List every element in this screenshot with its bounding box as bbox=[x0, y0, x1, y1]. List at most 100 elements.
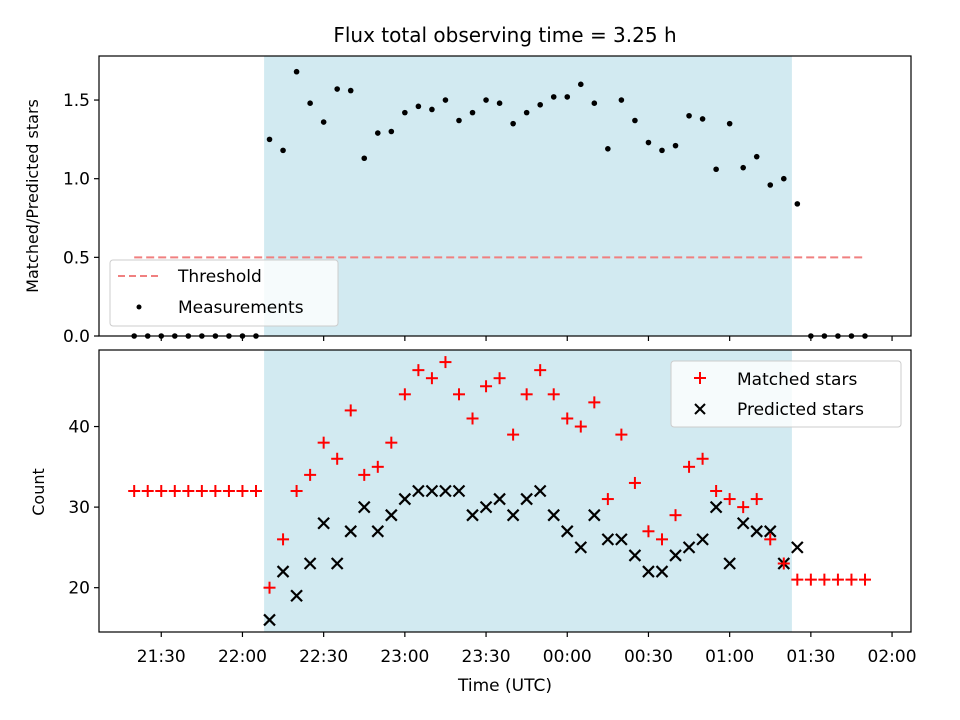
matched-star-marker bbox=[277, 533, 290, 546]
measurement-point bbox=[523, 109, 530, 116]
matched-star-marker bbox=[466, 412, 479, 425]
measurement-point bbox=[564, 94, 571, 100]
measurement-point bbox=[388, 128, 395, 135]
predicted-star-marker bbox=[669, 549, 682, 562]
measurement-point bbox=[740, 164, 746, 171]
count-y-axis-label: Count bbox=[29, 468, 48, 516]
measurement-point bbox=[402, 109, 408, 116]
predicted-star-marker bbox=[344, 525, 357, 538]
matched-star-marker bbox=[845, 573, 858, 586]
matched-star-marker bbox=[168, 485, 181, 497]
count-y-tick-label: 20 bbox=[68, 579, 90, 599]
observing-window-shade bbox=[264, 56, 792, 336]
measurement-point bbox=[591, 100, 598, 106]
legend-threshold-label: Threshold bbox=[177, 267, 262, 287]
legend-matched-label: Matched stars bbox=[737, 370, 857, 390]
matched-star-marker bbox=[195, 485, 208, 497]
measurement-point bbox=[672, 142, 679, 149]
measurement-point bbox=[659, 147, 665, 154]
matched-star-marker bbox=[628, 476, 641, 489]
measurement-point bbox=[618, 97, 625, 103]
predicted-star-marker bbox=[506, 508, 520, 522]
measurement-point bbox=[753, 153, 760, 160]
predicted-star-marker bbox=[533, 484, 547, 498]
measurement-point bbox=[429, 106, 435, 113]
x-tick-label: 22:30 bbox=[299, 647, 348, 667]
measurement-point bbox=[496, 100, 503, 106]
predicted-star-marker bbox=[628, 549, 642, 562]
x-axis-label: Time (UTC) bbox=[457, 676, 552, 696]
ratio-y-tick-label: 1.0 bbox=[63, 170, 90, 190]
matched-star-marker bbox=[764, 533, 777, 546]
predicted-star-marker bbox=[290, 589, 303, 603]
matched-star-marker bbox=[493, 372, 506, 385]
matched-star-marker bbox=[574, 420, 587, 433]
predicted-star-marker bbox=[709, 500, 723, 514]
matched-star-marker bbox=[804, 573, 817, 586]
matched-star-marker bbox=[858, 573, 871, 586]
measurement-point bbox=[469, 109, 476, 116]
matched-star-marker bbox=[683, 460, 696, 473]
matched-star-marker bbox=[750, 493, 763, 506]
predicted-star-marker bbox=[263, 613, 276, 627]
x-tick-label: 23:30 bbox=[462, 647, 511, 667]
x-tick-label: 21:30 bbox=[137, 647, 186, 667]
predicted-star-marker bbox=[763, 525, 777, 538]
predicted-star-marker bbox=[425, 484, 439, 498]
measurement-point bbox=[320, 119, 327, 125]
predicted-star-marker bbox=[398, 492, 412, 506]
matched-star-marker bbox=[344, 404, 357, 417]
measurement-point bbox=[347, 87, 354, 94]
matched-star-marker bbox=[655, 533, 668, 546]
ratio-y-tick-label: 0.5 bbox=[63, 248, 90, 268]
matched-star-marker bbox=[317, 436, 330, 449]
predicted-star-marker bbox=[682, 541, 696, 554]
matched-star-marker bbox=[480, 380, 493, 393]
matched-star-marker bbox=[642, 525, 655, 538]
matched-star-marker bbox=[561, 412, 574, 425]
matched-star-marker bbox=[249, 485, 262, 497]
legend-predicted-label: Predicted stars bbox=[737, 400, 864, 420]
ratio-panel: 0.0 0.5 1.0 1.5 Matched/Predicted stars Thr… bbox=[23, 55, 912, 347]
legend-measurements-label: Measurements bbox=[178, 298, 304, 318]
matched-star-marker bbox=[452, 388, 465, 401]
ratio-frame bbox=[98, 55, 912, 337]
measurement-point bbox=[632, 117, 638, 124]
matched-star-marker bbox=[371, 460, 384, 473]
predicted-star-marker bbox=[466, 508, 479, 522]
matched-star-marker bbox=[290, 485, 303, 497]
matched-star-marker bbox=[534, 364, 547, 377]
x-tick-label: 22:00 bbox=[218, 647, 267, 667]
measurement-point bbox=[537, 101, 543, 108]
matched-star-marker bbox=[588, 396, 601, 409]
predicted-star-marker bbox=[412, 484, 425, 498]
count-panel: 20 30 40 Count Matched stars Predicted sta… bbox=[29, 349, 912, 633]
matched-star-marker bbox=[791, 573, 804, 586]
measurement-point bbox=[456, 117, 462, 124]
x-tick-label: 02:00 bbox=[868, 647, 917, 667]
predicted-star-marker bbox=[560, 525, 574, 538]
matched-star-marker bbox=[128, 485, 141, 497]
predicted-star-marker bbox=[371, 525, 385, 538]
measurement-point bbox=[713, 166, 719, 173]
matched-star-marker bbox=[601, 493, 614, 506]
matched-star-marker bbox=[520, 388, 533, 401]
predicted-star-marker bbox=[385, 508, 398, 522]
matched-star-marker bbox=[737, 501, 750, 514]
measurement-point bbox=[374, 130, 381, 136]
predicted-star-marker bbox=[750, 525, 763, 538]
measurement-point bbox=[645, 139, 652, 146]
predicted-star-marker bbox=[439, 484, 452, 498]
measurement-point bbox=[334, 86, 340, 92]
matched-star-marker bbox=[777, 557, 790, 570]
ratio-y-tick-label: 1.5 bbox=[63, 91, 90, 111]
predicted-star-marker bbox=[520, 492, 533, 506]
predicted-star-marker bbox=[303, 557, 317, 570]
measurement-point bbox=[605, 146, 611, 152]
matched-star-marker bbox=[385, 436, 398, 449]
measurement-point bbox=[767, 182, 774, 188]
measurement-point bbox=[442, 97, 449, 103]
matched-star-marker bbox=[547, 388, 560, 401]
predicted-star-marker bbox=[655, 565, 669, 578]
matched-star-marker bbox=[182, 485, 195, 497]
